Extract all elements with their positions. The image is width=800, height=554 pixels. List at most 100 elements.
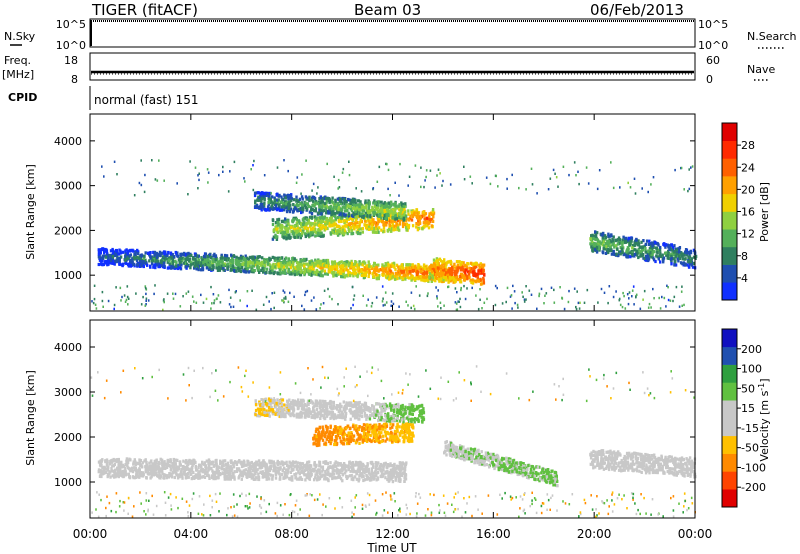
range-gate-cell (602, 240, 606, 244)
range-gate-cell (244, 468, 247, 472)
range-gate-cell (180, 253, 183, 257)
range-gate-cell (131, 257, 134, 261)
range-gate-cell (626, 255, 629, 259)
range-gate-cell (371, 301, 374, 305)
range-gate-cell (423, 221, 426, 225)
range-gate-cell (383, 204, 387, 209)
range-gate-cell (170, 264, 173, 269)
range-gate-cell (396, 206, 399, 210)
range-gate-cell (336, 215, 340, 220)
range-gate-cell (296, 223, 299, 227)
range-gate-cell (331, 228, 334, 232)
range-gate-cell (431, 271, 434, 276)
range-gate-cell (252, 264, 256, 268)
range-gate-cell (226, 461, 230, 465)
range-gate-cell (429, 272, 432, 276)
range-gate-cell (148, 259, 151, 263)
range-gate-cell (321, 225, 325, 229)
range-gate-cell (332, 214, 336, 218)
range-gate-cell (367, 471, 371, 475)
range-gate-cell (280, 267, 283, 271)
range-gate-cell (670, 248, 673, 252)
range-gate-cell (261, 256, 264, 260)
range-gate-cell (256, 261, 259, 265)
range-gate-cell (413, 307, 416, 311)
range-gate-cell (506, 286, 509, 290)
range-gate-cell (118, 252, 121, 256)
range-gate-cell (530, 293, 533, 296)
range-gate-cell (390, 217, 393, 221)
range-gate-cell (568, 289, 570, 293)
range-gate-cell (321, 269, 324, 273)
range-gate-cell (352, 274, 355, 278)
range-gate-cell (606, 247, 610, 251)
range-gate-cell (624, 240, 627, 244)
range-gate-cell (382, 205, 385, 209)
range-gate-cell (181, 473, 184, 477)
range-gate-cell (434, 186, 436, 189)
range-gate-cell (141, 264, 145, 268)
range-gate-cell (384, 223, 388, 227)
range-gate-cell (254, 199, 257, 203)
range-gate-cell (385, 267, 388, 271)
range-gate-cell (521, 291, 523, 294)
range-gate-cell (181, 465, 185, 469)
range-gate-cell (443, 304, 445, 307)
range-gate-cell (297, 199, 300, 203)
range-gate-cell (366, 202, 369, 206)
range-gate-cell (401, 266, 405, 270)
range-gate-cell (98, 258, 102, 262)
range-gate-cell (162, 476, 165, 480)
range-gate-cell (151, 159, 153, 162)
range-gate-cell (597, 239, 600, 243)
range-gate-cell (445, 263, 448, 267)
freq-tick-bottom: 8 (71, 73, 78, 86)
range-gate-cell (275, 208, 279, 212)
range-gate-cell (321, 200, 325, 204)
range-gate-cell (285, 237, 288, 241)
range-gate-cell (235, 261, 239, 266)
range-gate-cell (293, 206, 297, 210)
range-gate-cell (271, 201, 275, 205)
range-gate-cell (205, 297, 208, 301)
range-gate-cell (266, 262, 270, 266)
range-gate-cell (392, 228, 395, 232)
range-gate-cell (456, 275, 459, 279)
range-gate-cell (612, 295, 615, 299)
range-gate-cell (422, 263, 426, 267)
range-gate-cell (347, 227, 350, 232)
range-gate-cell (277, 207, 280, 211)
range-gate-cell (361, 230, 364, 234)
range-gate-cell (553, 288, 555, 292)
range-gate-cell (294, 270, 297, 274)
range-gate-cell (290, 261, 293, 265)
range-gate-cell (218, 268, 222, 272)
range-gate-cell (276, 166, 279, 169)
range-gate-cell (363, 219, 367, 223)
range-gate-cell (354, 268, 357, 272)
range-gate-cell (489, 182, 492, 186)
range-gate-cell (127, 264, 131, 268)
range-gate-cell (142, 256, 146, 260)
range-gate-cell (407, 209, 410, 213)
range-gate-cell (335, 224, 338, 229)
range-gate-cell (215, 471, 218, 475)
range-gate-cell (375, 265, 378, 269)
range-gate-cell (386, 276, 389, 280)
range-gate-cell (263, 174, 266, 177)
range-gate-cell (179, 473, 182, 477)
range-gate-cell (297, 265, 301, 269)
range-gate-cell (595, 250, 599, 254)
range-gate-cell (325, 225, 328, 229)
range-gate-cell (305, 229, 309, 233)
range-gate-cell (635, 241, 638, 245)
range-gate-cell (273, 258, 277, 262)
range-gate-cell (113, 160, 116, 163)
range-gate-cell (471, 182, 473, 185)
range-gate-cell (342, 264, 345, 268)
range-gate-cell (176, 254, 180, 258)
range-gate-cell (314, 262, 317, 266)
range-gate-cell (471, 278, 474, 282)
range-gate-cell (393, 219, 396, 223)
range-gate-cell (480, 264, 484, 268)
